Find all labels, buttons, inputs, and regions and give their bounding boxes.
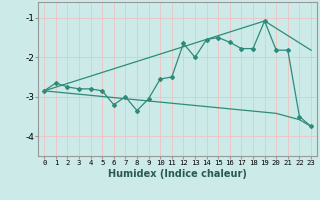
X-axis label: Humidex (Indice chaleur): Humidex (Indice chaleur) — [108, 169, 247, 179]
